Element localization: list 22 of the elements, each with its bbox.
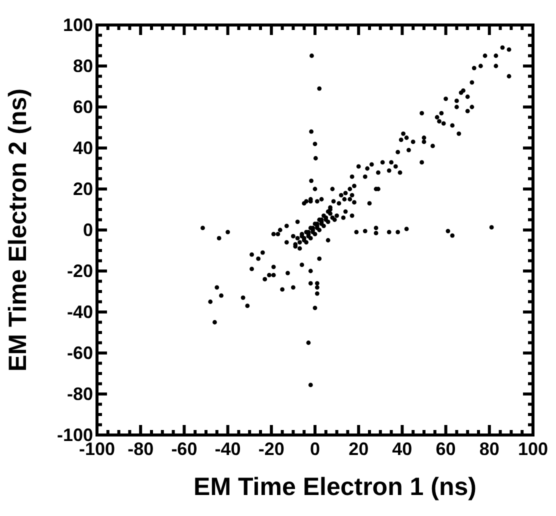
x-tick-label: 0 bbox=[310, 439, 320, 459]
x-tick-label: -80 bbox=[128, 439, 154, 459]
y-tick-label: 20 bbox=[72, 179, 93, 199]
y-tick-label: -80 bbox=[66, 384, 93, 404]
y-axis-title: EM Time Electron 2 (ns) bbox=[4, 88, 32, 372]
y-tick-label: 40 bbox=[72, 138, 93, 158]
y-tick-label: 80 bbox=[72, 56, 93, 76]
x-tick-label: -20 bbox=[258, 439, 284, 459]
y-tick-label: 0 bbox=[82, 220, 93, 240]
x-tick-label: -40 bbox=[214, 439, 241, 459]
y-tick-label: -60 bbox=[66, 343, 93, 363]
x-tick-label: 60 bbox=[436, 439, 456, 459]
x-tick-label: 40 bbox=[392, 439, 412, 459]
x-tick-label: 80 bbox=[479, 439, 500, 459]
x-tick-label: 100 bbox=[518, 439, 548, 459]
y-tick-label: -20 bbox=[66, 261, 93, 281]
y-tick-label: -40 bbox=[66, 302, 93, 322]
x-tick-label: 20 bbox=[348, 439, 369, 459]
x-tick-label: -60 bbox=[171, 439, 198, 459]
x-axis-title: EM Time Electron 1 (ns) bbox=[194, 473, 476, 501]
y-tick-label: 100 bbox=[62, 15, 93, 35]
y-tick-label: 60 bbox=[72, 97, 93, 117]
